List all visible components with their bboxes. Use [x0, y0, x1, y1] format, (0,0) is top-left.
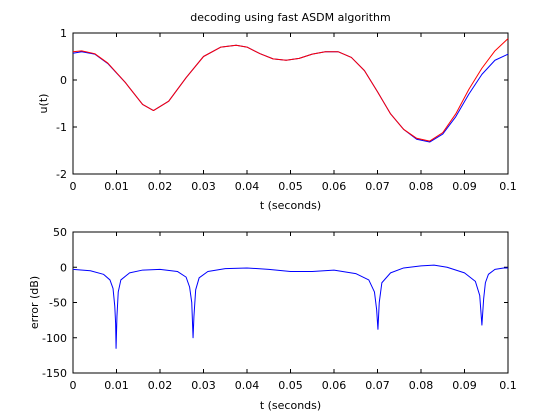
- bottom-plot: 0 0.01 0.02 0.03 0.04 0.05 0.06 0.07 0.08 0.09 0.1…: [28, 226, 517, 412]
- bottom-plot-x-tick-label: 0.09: [452, 379, 477, 392]
- top-plot-x-ticks: 0 0.01 0.02 0.03 0.04 0.05 0.06 0.07 0.08 0.09 0.1: [70, 33, 517, 193]
- bottom-plot-y-axis-label: error (dB): [28, 276, 41, 329]
- bottom-plot-series-line-0: [72, 264, 508, 349]
- top-plot-y-tick-label: -2: [56, 168, 67, 181]
- top-plot-x-tick-label: 0.1: [499, 180, 517, 193]
- bottom-plot-x-tick-label: 0.02: [148, 379, 173, 392]
- bottom-plot-x-tick-label: 0.06: [322, 379, 347, 392]
- top-plot-x-tick-label: 0.06: [322, 180, 347, 193]
- bottom-plot-y-ticks: -150 -100 -50 0 50: [42, 226, 508, 380]
- top-plot-y-ticks: -2 -1 0 1: [56, 27, 508, 181]
- bottom-plot-x-tick-label: 0.04: [235, 379, 260, 392]
- top-plot-x-tick-label: 0.09: [452, 180, 477, 193]
- top-plot-y-tick-label: -1: [56, 121, 67, 134]
- bottom-plot-x-tick-label: 0.03: [191, 379, 216, 392]
- top-plot-axes-box: [72, 32, 509, 175]
- bottom-plot-y-tick-label: 50: [53, 226, 67, 239]
- bottom-plot-x-tick-label: 0.07: [365, 379, 390, 392]
- bottom-plot-x-tick-label: 0: [70, 379, 77, 392]
- top-plot-x-tick-label: 0: [70, 180, 77, 193]
- top-plot-y-axis-label: u(t): [37, 94, 50, 114]
- top-plot-x-tick-label: 0.01: [104, 180, 129, 193]
- top-plot-x-tick-label: 0.08: [409, 180, 434, 193]
- top-plot-title: decoding using fast ASDM algorithm: [190, 11, 390, 24]
- top-plot-x-tick-label: 0.02: [148, 180, 173, 193]
- top-plot: decoding using fast ASDM algorithm 0 0.01…: [37, 11, 517, 212]
- top-plot-y-tick-label: 0: [60, 74, 67, 87]
- top-plot-series: [72, 38, 509, 143]
- top-plot-x-tick-label: 0.07: [365, 180, 390, 193]
- bottom-plot-series: [72, 264, 508, 349]
- bottom-plot-x-tick-label: 0.01: [104, 379, 129, 392]
- top-plot-series-line-1: [72, 38, 509, 142]
- bottom-plot-y-tick-label: -100: [42, 332, 67, 345]
- top-plot-x-axis-label: t (seconds): [260, 199, 321, 212]
- top-plot-y-tick-label: 1: [60, 27, 67, 40]
- top-plot-x-tick-label: 0.04: [235, 180, 260, 193]
- bottom-plot-x-axis-label: t (seconds): [260, 399, 321, 412]
- bottom-plot-x-tick-label: 0.05: [278, 379, 303, 392]
- top-plot-x-tick-label: 0.03: [191, 180, 216, 193]
- bottom-plot-axes-box: [72, 231, 509, 374]
- bottom-plot-y-tick-label: 0: [60, 261, 67, 274]
- top-plot-x-tick-label: 0.05: [278, 180, 303, 193]
- bottom-plot-y-tick-label: -50: [49, 297, 67, 310]
- bottom-plot-y-tick-label: -150: [42, 367, 67, 380]
- bottom-plot-x-ticks: 0 0.01 0.02 0.03 0.04 0.05 0.06 0.07 0.08 0.09 0.1: [70, 232, 517, 392]
- bottom-plot-x-tick-label: 0.1: [499, 379, 517, 392]
- bottom-plot-x-tick-label: 0.08: [409, 379, 434, 392]
